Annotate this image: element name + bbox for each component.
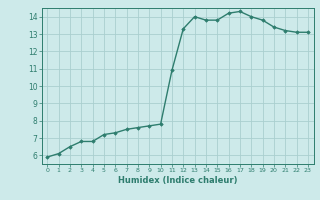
- X-axis label: Humidex (Indice chaleur): Humidex (Indice chaleur): [118, 176, 237, 185]
